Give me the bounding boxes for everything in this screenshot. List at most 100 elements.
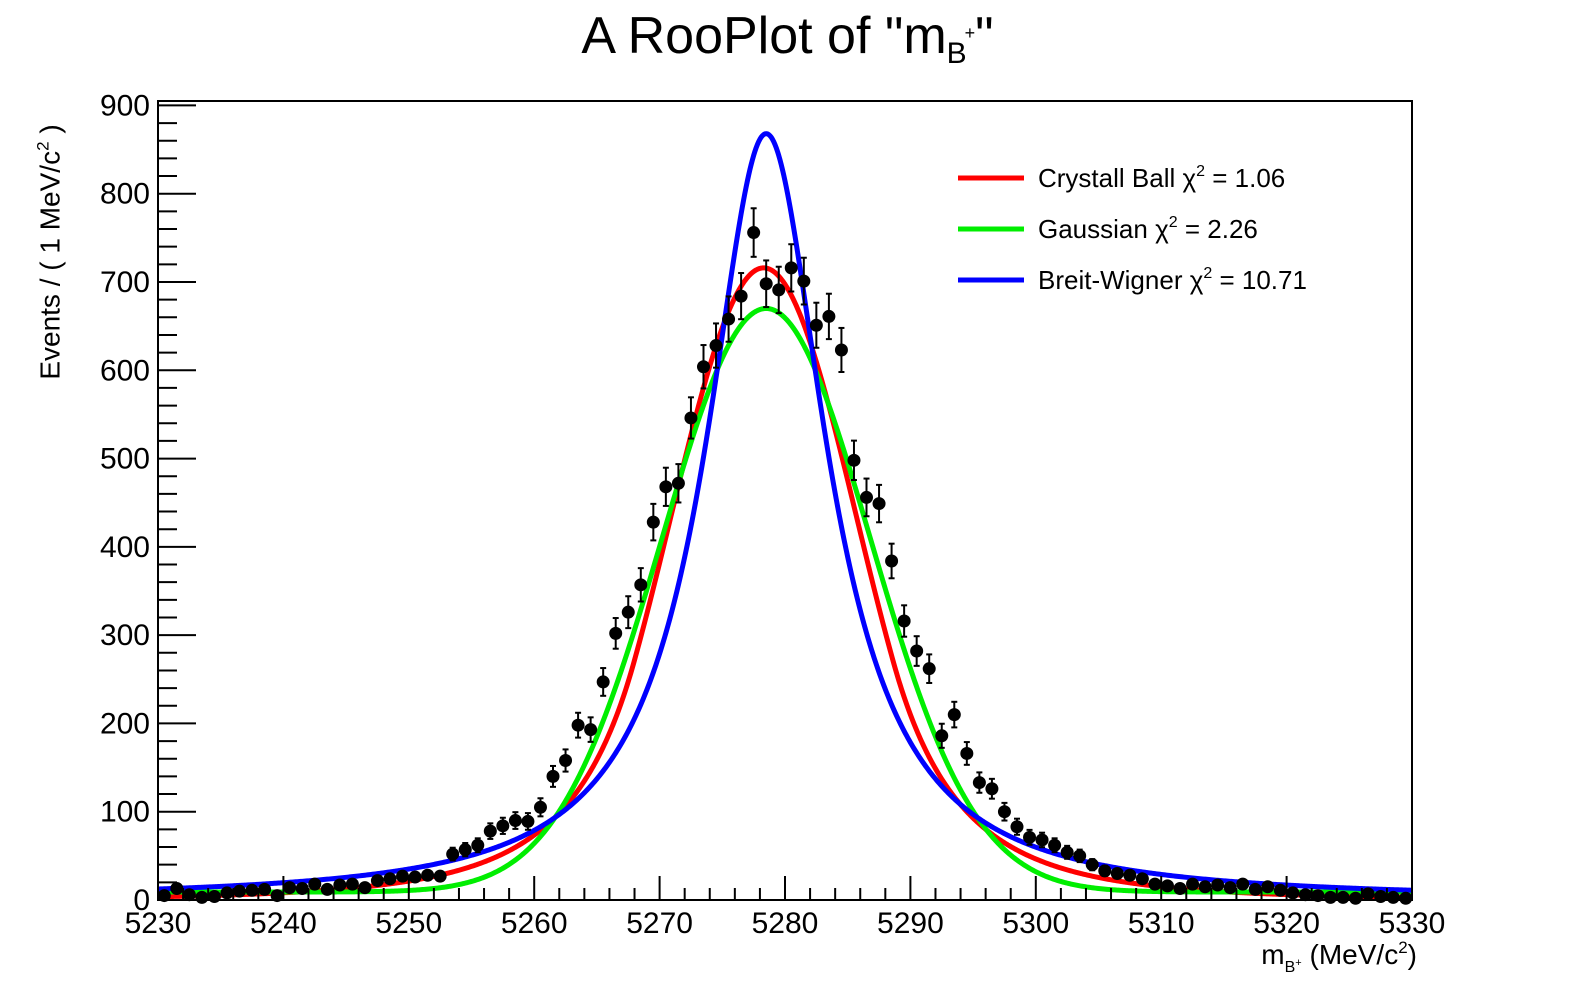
data-point <box>383 872 397 886</box>
data-marker <box>960 746 974 760</box>
data-point <box>320 882 334 896</box>
data-marker <box>747 226 761 240</box>
data-point <box>847 439 861 482</box>
data-marker <box>433 869 447 883</box>
data-point <box>333 878 347 892</box>
data-point <box>947 700 961 729</box>
data-marker <box>170 882 184 896</box>
data-marker <box>922 662 936 676</box>
data-point <box>784 243 798 293</box>
data-marker <box>1198 880 1212 894</box>
data-point <box>1048 837 1062 854</box>
x-tick-label: 5290 <box>877 907 944 940</box>
data-marker <box>157 889 171 903</box>
data-marker <box>1186 877 1200 891</box>
data-point <box>1273 883 1287 897</box>
y-tick-label: 900 <box>100 89 150 122</box>
data-point <box>910 635 924 667</box>
x-tick-label: 5250 <box>375 907 442 940</box>
data-marker <box>860 490 874 504</box>
data-marker <box>1048 838 1062 852</box>
data-marker <box>646 515 660 529</box>
data-point <box>1035 831 1049 849</box>
data-marker <box>458 843 472 857</box>
data-marker <box>1035 833 1049 847</box>
data-marker <box>1123 868 1137 882</box>
data-marker <box>345 877 359 891</box>
data-marker <box>370 874 384 888</box>
data-point <box>571 711 585 739</box>
data-marker <box>1374 889 1388 903</box>
data-marker <box>396 869 410 883</box>
x-axis-label: mB+ (MeV/c2) <box>1261 938 1417 976</box>
data-point <box>596 667 610 697</box>
y-tick-label: 700 <box>100 266 150 299</box>
data-point <box>345 877 359 891</box>
x-tick-label: 5300 <box>1002 907 1069 940</box>
data-point <box>960 741 974 766</box>
data-marker <box>609 626 623 640</box>
data-marker <box>1298 888 1312 902</box>
data-point <box>1198 880 1212 894</box>
data-marker <box>1386 890 1400 904</box>
data-marker <box>709 339 723 353</box>
data-marker <box>1060 845 1074 859</box>
x-tick-label: 5330 <box>1379 907 1446 940</box>
data-point <box>885 542 899 580</box>
data-marker <box>684 411 698 425</box>
data-marker <box>1311 889 1325 903</box>
fit-curve-breitwigner <box>156 131 1414 893</box>
data-marker <box>734 289 748 303</box>
data-point <box>671 463 685 504</box>
data-point <box>922 653 936 684</box>
data-marker <box>333 878 347 892</box>
data-point <box>1186 877 1200 891</box>
chart-title: A RooPlot of "mB+" <box>581 7 994 70</box>
data-point <box>559 748 573 773</box>
data-point <box>1073 848 1087 864</box>
data-point <box>584 716 598 743</box>
data-point <box>1060 844 1074 860</box>
data-marker <box>421 868 435 882</box>
data-marker <box>1010 820 1024 834</box>
legend-entry-breitwigner: Breit-Wigner χ2 = 10.71 <box>958 265 1307 295</box>
y-tick-label: 0 <box>133 884 150 917</box>
data-point <box>1399 891 1413 905</box>
data-point <box>935 722 949 749</box>
y-tick-label: 600 <box>100 354 150 387</box>
data-marker <box>885 554 899 568</box>
legend-label: Crystall Ball χ2 = 1.06 <box>1038 163 1285 193</box>
data-marker <box>308 877 322 891</box>
data-marker <box>797 274 811 288</box>
data-marker <box>508 814 522 828</box>
data-marker <box>358 881 372 895</box>
data-point <box>496 816 510 835</box>
data-point <box>157 889 171 903</box>
data-marker <box>822 309 836 323</box>
data-marker <box>897 614 911 628</box>
data-point <box>370 874 384 888</box>
data-marker <box>872 497 886 511</box>
data-point <box>446 846 460 862</box>
data-marker <box>1211 878 1225 892</box>
data-point <box>207 889 221 903</box>
data-marker <box>634 578 648 592</box>
data-marker <box>320 882 334 896</box>
data-marker <box>521 814 535 828</box>
data-marker <box>784 261 798 275</box>
data-marker <box>446 847 460 861</box>
data-point <box>408 870 422 884</box>
data-marker <box>471 838 485 852</box>
y-tick-label: 500 <box>100 443 150 476</box>
legend-entry-crystalball: Crystall Ball χ2 = 1.06 <box>958 163 1285 193</box>
data-point <box>1261 880 1275 894</box>
data-marker <box>207 889 221 903</box>
data-point <box>972 771 986 794</box>
data-marker <box>584 723 598 737</box>
x-tick-label: 5260 <box>501 907 568 940</box>
data-point <box>1010 817 1024 836</box>
data-point <box>772 265 786 315</box>
data-point <box>521 812 535 831</box>
x-tick-label: 5310 <box>1128 907 1195 940</box>
data-point <box>1286 886 1300 900</box>
